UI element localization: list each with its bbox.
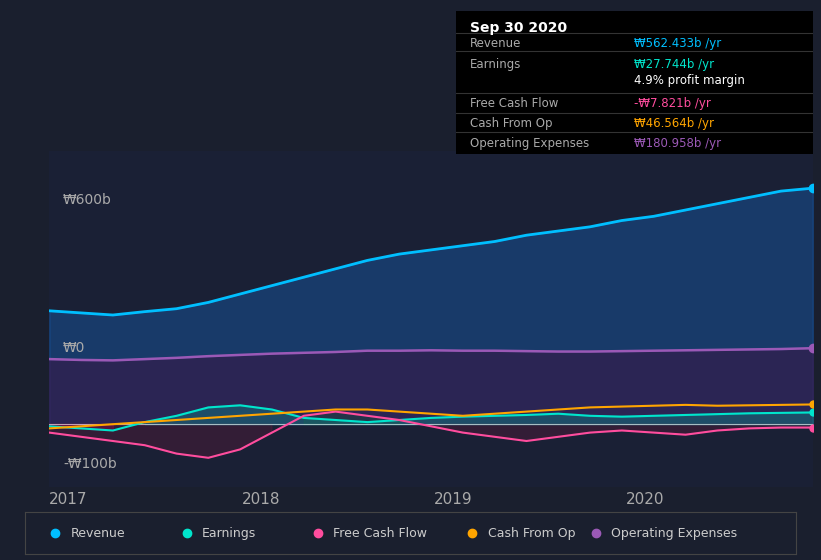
Text: Operating Expenses: Operating Expenses bbox=[470, 137, 589, 150]
Text: 4.9% profit margin: 4.9% profit margin bbox=[635, 74, 745, 87]
Text: ₩600b: ₩600b bbox=[63, 193, 112, 207]
Text: Operating Expenses: Operating Expenses bbox=[611, 527, 737, 540]
Text: Cash From Op: Cash From Op bbox=[488, 527, 576, 540]
Text: -₩100b: -₩100b bbox=[63, 458, 117, 472]
Text: Earnings: Earnings bbox=[470, 58, 521, 71]
Text: ₩46.564b /yr: ₩46.564b /yr bbox=[635, 117, 714, 130]
Text: Free Cash Flow: Free Cash Flow bbox=[470, 97, 558, 110]
Text: Sep 30 2020: Sep 30 2020 bbox=[470, 21, 567, 35]
Text: Earnings: Earnings bbox=[202, 527, 256, 540]
Text: Revenue: Revenue bbox=[71, 527, 126, 540]
Text: ₩562.433b /yr: ₩562.433b /yr bbox=[635, 37, 722, 50]
Text: Cash From Op: Cash From Op bbox=[470, 117, 553, 130]
Text: ₩27.744b /yr: ₩27.744b /yr bbox=[635, 58, 714, 71]
Text: Free Cash Flow: Free Cash Flow bbox=[333, 527, 427, 540]
Text: ₩180.958b /yr: ₩180.958b /yr bbox=[635, 137, 722, 150]
Text: ₩0: ₩0 bbox=[63, 340, 85, 355]
Text: Revenue: Revenue bbox=[470, 37, 521, 50]
Text: -₩7.821b /yr: -₩7.821b /yr bbox=[635, 97, 711, 110]
